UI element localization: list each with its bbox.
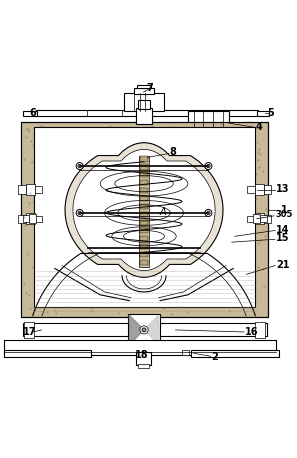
Bar — [247, 216, 255, 222]
Bar — [4, 350, 91, 357]
Bar — [134, 88, 154, 93]
Bar — [34, 126, 255, 306]
Bar — [140, 244, 148, 249]
Text: 21: 21 — [276, 260, 290, 270]
Bar — [21, 122, 268, 317]
Bar — [35, 186, 42, 193]
Circle shape — [76, 209, 83, 217]
Bar — [135, 317, 152, 333]
Bar — [140, 220, 148, 225]
Bar — [35, 216, 42, 222]
Text: 18: 18 — [135, 350, 148, 360]
Bar — [128, 314, 160, 346]
Text: 7: 7 — [146, 83, 153, 93]
Text: 14: 14 — [276, 224, 290, 234]
Circle shape — [205, 163, 212, 169]
Bar — [188, 110, 229, 128]
Bar — [136, 108, 152, 124]
Polygon shape — [65, 143, 223, 277]
Bar — [18, 185, 26, 194]
Bar — [140, 236, 148, 241]
Text: 305: 305 — [275, 211, 293, 219]
Text: 1: 1 — [281, 205, 288, 215]
Circle shape — [205, 209, 212, 217]
Text: 8: 8 — [170, 147, 177, 158]
Bar — [138, 364, 149, 368]
Circle shape — [207, 164, 210, 168]
Bar — [26, 184, 35, 195]
Bar — [140, 164, 148, 169]
Circle shape — [142, 328, 146, 332]
Bar — [255, 322, 266, 338]
Text: 6: 6 — [29, 108, 36, 118]
Text: 15: 15 — [276, 234, 290, 243]
Polygon shape — [144, 315, 159, 344]
Bar — [26, 213, 35, 224]
Text: 4: 4 — [255, 122, 262, 132]
Bar — [23, 110, 37, 116]
Text: A: A — [160, 207, 166, 217]
Bar — [140, 260, 148, 265]
Bar — [140, 156, 148, 162]
Bar — [139, 156, 149, 267]
Bar — [140, 212, 148, 218]
Bar — [18, 215, 26, 223]
Circle shape — [78, 164, 81, 168]
Bar — [136, 116, 152, 143]
Bar — [138, 100, 150, 109]
Bar — [140, 228, 148, 233]
Bar — [264, 215, 271, 223]
Bar — [124, 93, 165, 110]
Bar — [191, 350, 279, 357]
Bar — [36, 110, 258, 116]
Polygon shape — [73, 149, 215, 271]
Bar — [182, 349, 189, 355]
Polygon shape — [129, 315, 144, 344]
Bar — [247, 186, 255, 193]
Bar — [23, 215, 29, 222]
Bar — [255, 213, 264, 224]
Text: 5: 5 — [267, 108, 274, 118]
Bar — [29, 214, 36, 223]
Bar — [255, 184, 264, 195]
Circle shape — [207, 211, 210, 215]
Bar — [257, 110, 269, 116]
Bar — [140, 172, 148, 178]
Bar — [24, 322, 34, 338]
Circle shape — [140, 326, 148, 334]
Bar — [264, 185, 271, 194]
Bar — [140, 180, 148, 185]
Bar — [137, 85, 151, 88]
Circle shape — [76, 163, 83, 169]
Bar — [136, 352, 151, 365]
Bar — [4, 340, 276, 355]
Bar — [253, 214, 260, 223]
Bar — [140, 188, 148, 193]
Text: 13: 13 — [276, 184, 290, 194]
Bar — [160, 323, 267, 336]
Bar — [21, 122, 268, 317]
Bar — [260, 215, 267, 222]
Bar — [140, 204, 148, 209]
Bar — [140, 252, 148, 257]
Text: 2: 2 — [211, 352, 218, 362]
Bar — [23, 323, 128, 336]
Bar — [140, 196, 148, 202]
Circle shape — [78, 211, 81, 215]
Text: 16: 16 — [245, 327, 258, 337]
Text: 17: 17 — [23, 327, 36, 337]
